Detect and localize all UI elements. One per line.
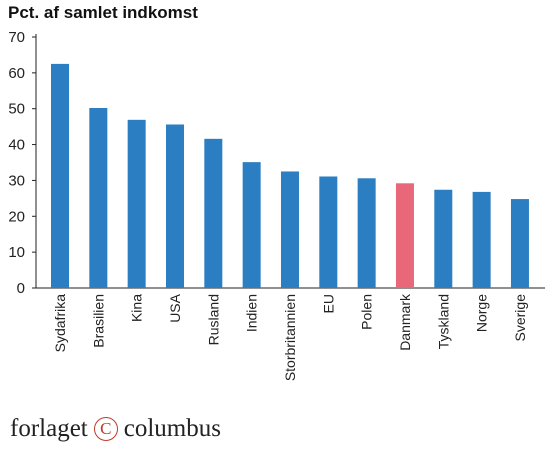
chart-title: Pct. af samlet indkomst: [8, 3, 198, 22]
bar-sydafrika: [51, 63, 69, 289]
bar-danmark: [395, 183, 414, 288]
y-tick-label: 20: [8, 208, 25, 225]
bar-rusland: [204, 138, 223, 288]
category-label: EU: [320, 294, 336, 313]
category-label: Storbritannien: [282, 294, 298, 381]
bar-kina: [127, 119, 146, 288]
bar-norge: [472, 191, 491, 288]
category-label: Polen: [359, 294, 375, 330]
bar-eu: [319, 176, 338, 288]
category-label: Danmark: [397, 293, 413, 351]
category-label: USA: [167, 293, 183, 322]
category-label: Tyskland: [435, 294, 451, 349]
category-label: Sverige: [512, 294, 528, 342]
copyright-c-icon: C: [93, 417, 118, 441]
bar-brasilien: [89, 107, 108, 288]
bar-storbritannien: [280, 171, 299, 288]
category-label: Norge: [474, 294, 490, 332]
bar-polen: [357, 178, 376, 288]
y-tick-label: 10: [8, 244, 25, 261]
y-tick-label: 0: [17, 280, 25, 297]
bar-chart: 0 10 20 30 40 50 60 70 Sydafrika Brasilien Kina USA…: [8, 29, 545, 381]
y-tick-label: 70: [8, 29, 25, 46]
category-label: Kina: [129, 294, 145, 322]
publisher-name-right: columbus: [123, 415, 221, 442]
category-label: Rusland: [205, 294, 221, 345]
publisher-name-left: forlaget: [10, 415, 88, 442]
publisher-logo: forlaget C columbus: [10, 415, 221, 443]
bar-usa: [165, 124, 184, 289]
y-tick-label: 40: [8, 137, 25, 154]
bar-indien: [242, 162, 261, 288]
category-label: Sydafrika: [52, 294, 68, 353]
bar-sverige: [510, 199, 529, 288]
category-label: Brasilien: [90, 294, 106, 348]
category-label: Indien: [244, 294, 260, 332]
y-tick-label: 60: [8, 65, 25, 82]
y-tick-label: 50: [8, 101, 25, 118]
y-tick-label: 30: [8, 172, 25, 189]
bar-tyskland: [434, 189, 453, 288]
